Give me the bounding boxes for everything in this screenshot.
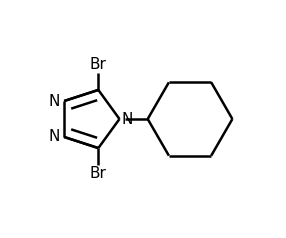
Text: N: N [49, 94, 60, 109]
Text: Br: Br [90, 166, 107, 181]
Text: N: N [121, 111, 133, 127]
Text: Br: Br [90, 57, 107, 72]
Text: N: N [49, 129, 60, 144]
